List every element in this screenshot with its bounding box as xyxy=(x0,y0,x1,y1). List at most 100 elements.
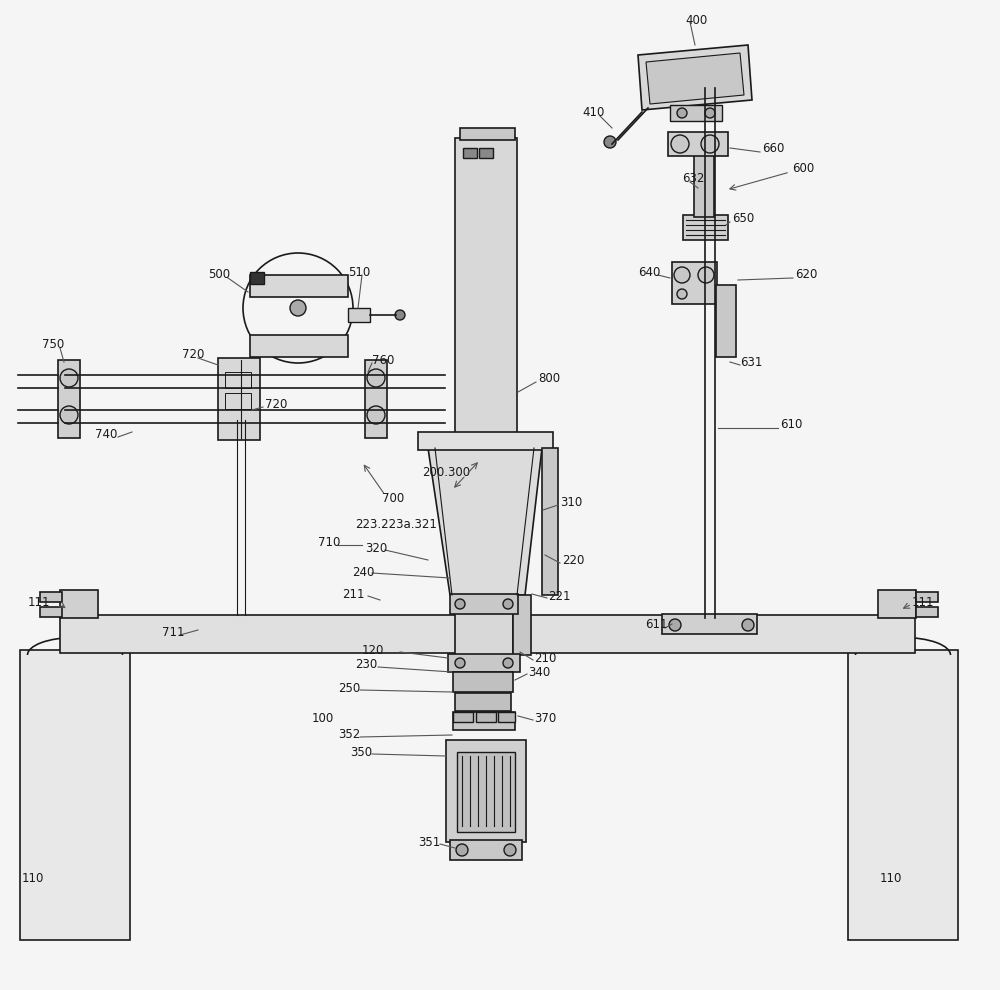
Circle shape xyxy=(456,844,468,856)
Bar xyxy=(60,615,915,653)
Text: 400: 400 xyxy=(685,14,707,27)
Text: 510: 510 xyxy=(348,265,370,278)
Text: 250: 250 xyxy=(338,681,360,695)
Bar xyxy=(670,105,722,121)
Text: 710: 710 xyxy=(318,536,340,548)
Text: 370: 370 xyxy=(534,712,556,725)
Bar xyxy=(513,595,531,655)
Circle shape xyxy=(455,599,465,609)
Text: 340: 340 xyxy=(528,665,550,678)
Bar xyxy=(450,840,522,860)
Text: 200.300: 200.300 xyxy=(422,465,470,478)
Circle shape xyxy=(677,108,687,118)
Text: 210: 210 xyxy=(534,651,556,664)
Text: 600: 600 xyxy=(792,161,814,174)
Circle shape xyxy=(698,267,714,283)
Bar xyxy=(460,128,515,140)
Circle shape xyxy=(604,136,616,148)
Text: 800: 800 xyxy=(538,371,560,384)
Bar xyxy=(218,358,260,440)
Bar xyxy=(668,132,728,156)
Text: 711: 711 xyxy=(162,626,184,639)
Text: 500: 500 xyxy=(208,268,230,281)
Text: 230: 230 xyxy=(355,658,377,671)
Bar xyxy=(455,595,513,655)
Circle shape xyxy=(503,658,513,668)
Bar xyxy=(463,148,477,158)
Polygon shape xyxy=(428,448,542,595)
Polygon shape xyxy=(542,448,558,595)
Circle shape xyxy=(455,658,465,668)
Bar xyxy=(479,148,493,158)
Text: 632: 632 xyxy=(682,171,704,184)
Text: 211: 211 xyxy=(342,587,364,601)
Bar xyxy=(446,740,526,842)
Polygon shape xyxy=(638,45,752,110)
Text: 660: 660 xyxy=(762,142,784,154)
Text: 223.223a.321: 223.223a.321 xyxy=(355,519,437,532)
Circle shape xyxy=(705,108,715,118)
Bar xyxy=(455,138,517,448)
Bar xyxy=(348,308,370,322)
Bar xyxy=(662,614,757,634)
Bar xyxy=(450,594,518,614)
Text: 111: 111 xyxy=(28,596,50,609)
Circle shape xyxy=(504,844,516,856)
Text: 320: 320 xyxy=(365,542,387,554)
Bar xyxy=(448,654,520,672)
Bar xyxy=(60,590,98,618)
Bar xyxy=(453,672,513,692)
Circle shape xyxy=(677,289,687,299)
Bar xyxy=(250,272,264,284)
Circle shape xyxy=(701,135,719,153)
Text: 240: 240 xyxy=(352,565,374,578)
Circle shape xyxy=(671,135,689,153)
Text: 611: 611 xyxy=(645,619,668,632)
Bar xyxy=(40,607,62,617)
Text: 110: 110 xyxy=(880,871,902,884)
Circle shape xyxy=(60,406,78,424)
Bar xyxy=(453,712,473,722)
Text: 110: 110 xyxy=(22,871,44,884)
Bar xyxy=(916,607,938,617)
Text: 310: 310 xyxy=(560,496,582,509)
Text: 650: 650 xyxy=(732,212,754,225)
Text: 100: 100 xyxy=(312,712,334,725)
Circle shape xyxy=(290,300,306,316)
Bar xyxy=(225,372,251,388)
Bar xyxy=(848,650,958,940)
Text: 410: 410 xyxy=(582,106,604,119)
Bar xyxy=(58,360,80,438)
Bar xyxy=(476,712,496,722)
Text: 631: 631 xyxy=(740,355,762,368)
Text: 720: 720 xyxy=(265,399,287,412)
Bar xyxy=(878,590,916,618)
Text: 352: 352 xyxy=(338,729,360,742)
Text: 720: 720 xyxy=(182,348,204,361)
Text: 351: 351 xyxy=(418,836,440,848)
Bar xyxy=(365,360,387,438)
Text: 750: 750 xyxy=(42,339,64,351)
Bar xyxy=(716,285,736,357)
Bar xyxy=(453,712,515,730)
Bar xyxy=(457,752,515,832)
Text: 350: 350 xyxy=(350,745,372,758)
Circle shape xyxy=(742,619,754,631)
Bar xyxy=(40,592,62,602)
Text: 120: 120 xyxy=(362,644,384,656)
Text: 220: 220 xyxy=(562,553,584,566)
Bar xyxy=(916,592,938,602)
Text: 610: 610 xyxy=(780,419,802,432)
Text: 620: 620 xyxy=(795,268,817,281)
Bar xyxy=(250,335,348,357)
Circle shape xyxy=(503,599,513,609)
Text: 760: 760 xyxy=(372,353,394,366)
Bar xyxy=(694,152,714,217)
Bar xyxy=(418,432,553,450)
Bar xyxy=(250,275,348,297)
Bar xyxy=(20,650,130,940)
Text: 700: 700 xyxy=(382,491,404,505)
Polygon shape xyxy=(646,53,744,104)
Circle shape xyxy=(367,406,385,424)
Bar xyxy=(672,262,717,304)
